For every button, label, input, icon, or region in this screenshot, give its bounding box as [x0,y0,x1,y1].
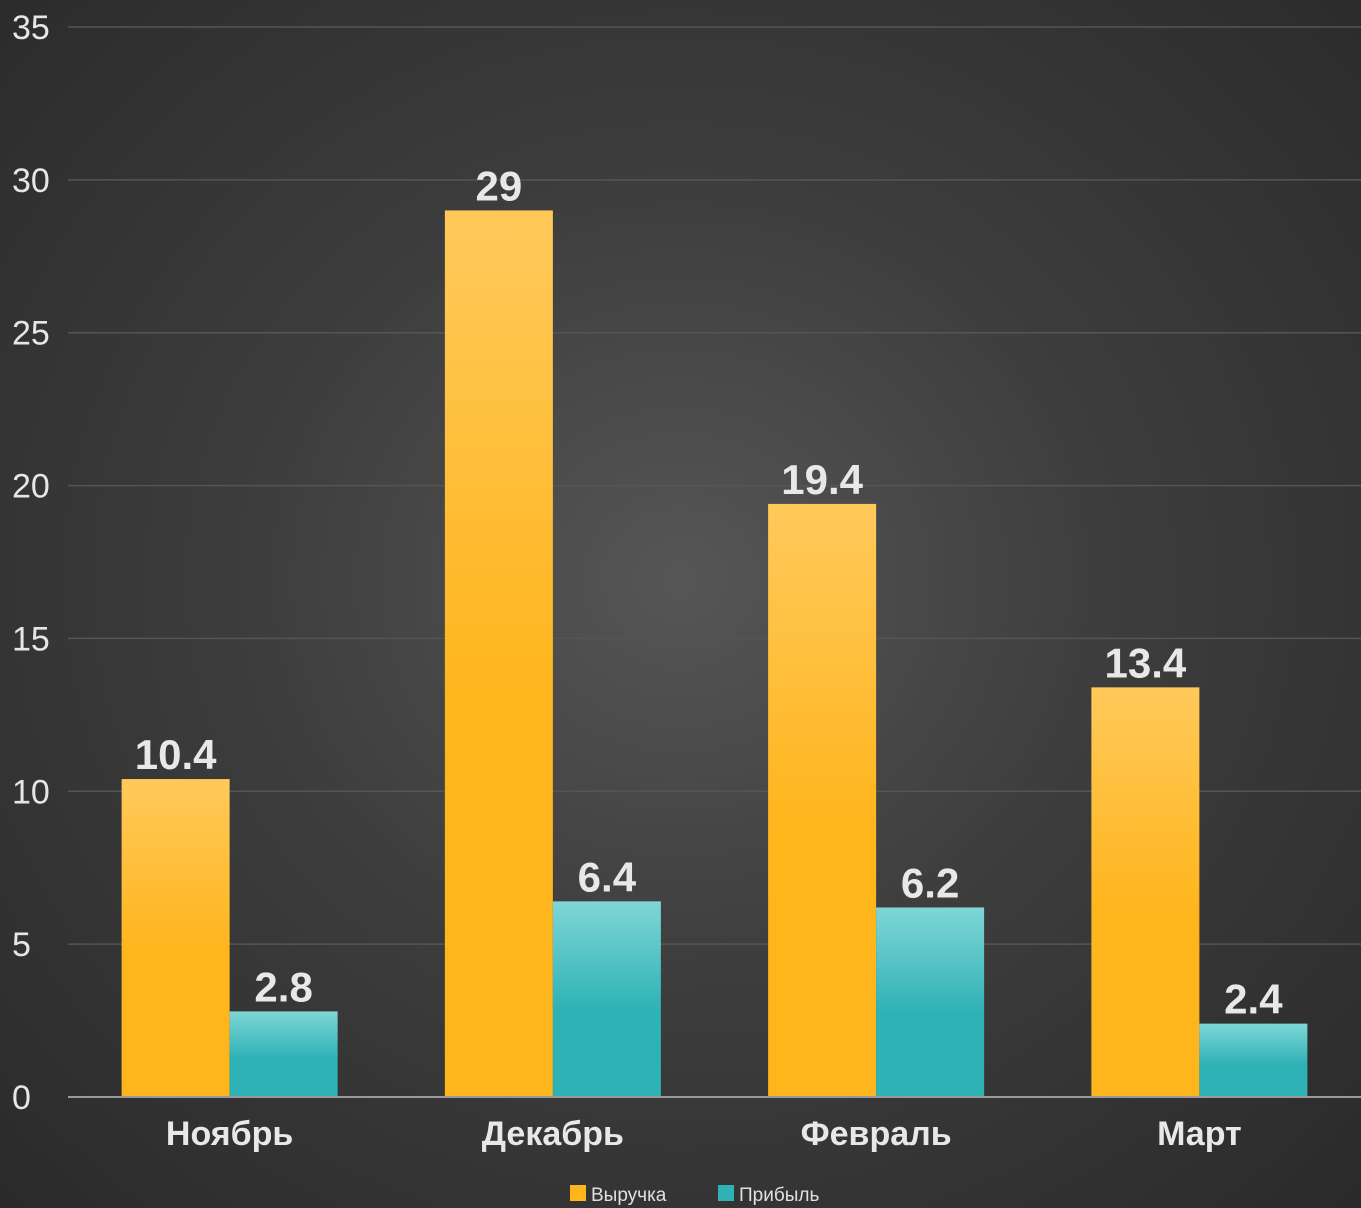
bar-profit [1199,1023,1308,1097]
y-tick-label: 35 [12,9,50,47]
bar-revenue [121,779,230,1097]
bar-profit [876,907,985,1097]
x-category-label: Декабрь [482,1115,624,1153]
bar-revenue [444,210,553,1097]
x-category-label: Ноябрь [166,1115,293,1153]
y-tick-label: 15 [12,620,50,658]
gridlines [68,26,1361,945]
y-tick-label: 0 [12,1079,31,1117]
y-tick-label: 5 [12,926,31,964]
data-label: 29 [476,162,523,209]
data-label: 6.4 [578,853,637,900]
data-label: 19.4 [781,456,863,503]
y-tick-label: 25 [12,315,50,353]
data-label: 2.4 [1224,976,1283,1023]
x-axis: Ноябрь Декабрь Февраль Март [68,1096,1361,1153]
legend-swatch [718,1185,734,1201]
bar-profit [552,901,661,1097]
legend-label: Прибыль [739,1185,819,1206]
x-category-label: Февраль [801,1115,952,1153]
legend-swatch [570,1185,586,1201]
y-tick-label: 20 [12,468,50,506]
legend: Выручка Прибыль [570,1185,819,1206]
bar-revenue [768,503,877,1097]
data-label: 6.2 [901,859,959,906]
x-category-label: Март [1157,1115,1242,1153]
y-axis-ticks: 0 5 10 15 20 25 30 35 [12,9,50,1117]
y-tick-label: 10 [12,773,50,811]
bar-revenue [1091,687,1200,1097]
data-label: 2.8 [254,963,312,1010]
legend-label: Выручка [591,1185,667,1206]
y-tick-label: 30 [12,162,50,200]
data-label: 13.4 [1105,639,1187,686]
data-label: 10.4 [135,731,217,778]
data-labels: 10.4 2.8 29 6.4 19.4 6.2 13.4 2.4 [135,162,1283,1022]
bars [121,210,1308,1097]
bar-profit [229,1011,338,1097]
